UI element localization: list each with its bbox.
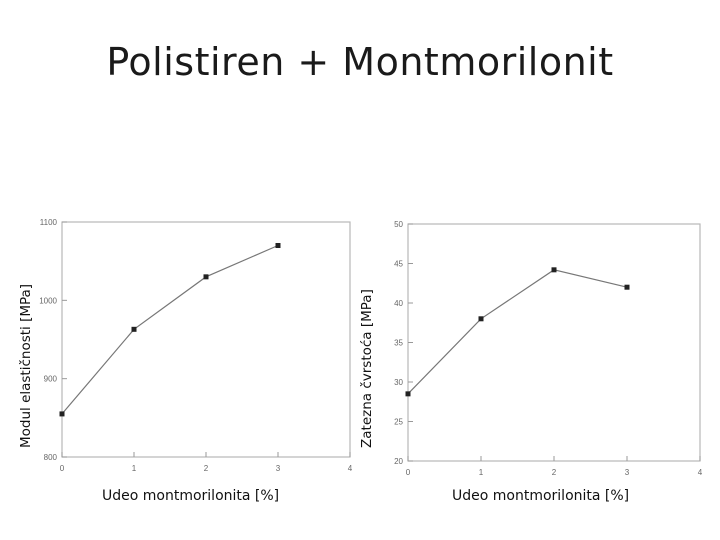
y-tick-label: 35 [394,339,403,348]
x-tick-label: 3 [625,468,630,477]
y-tick-label: 900 [44,375,58,384]
y-tick-label: 40 [394,299,403,308]
y-tick-label: 25 [394,418,403,427]
data-point [275,243,281,248]
x-tick-label: 1 [479,468,484,477]
series-line [407,269,628,395]
chart-elastic-modulus-xlabel: Udeo montmorilonita [%] [102,488,280,504]
x-tick-label: 4 [698,468,703,477]
data-point [551,267,557,273]
y-tick-label: 1000 [39,296,57,305]
data-point [624,284,630,290]
chart-tensile-strength-xlabel: Udeo montmorilonita [%] [452,488,630,504]
x-tick-label: 2 [204,464,209,473]
x-tick-label: 1 [132,464,137,473]
x-tick-label: 4 [348,464,353,473]
chart-tensile-strength: 20 25 30 35 40 45 50 0 1 2 3 4 [394,220,703,477]
plot-frame [61,221,351,458]
data-point [59,411,65,417]
page-title: Polistiren + Montmorilonit [106,40,614,84]
x-tick-label: 2 [552,468,557,477]
x-tick-label: 0 [60,464,65,473]
y-tick-label: 20 [394,457,403,466]
plot-frame [407,223,701,462]
y-tick-label: 45 [394,260,403,269]
x-tick-label: 3 [276,464,281,473]
data-point [405,391,411,397]
y-tick-label: 50 [394,220,403,229]
data-point [203,274,209,280]
y-tick-label: 30 [394,378,403,387]
x-tick-label: 0 [406,468,411,477]
y-tick-label: 800 [44,453,58,462]
series-line [61,244,279,415]
data-point [131,326,137,332]
data-point [478,316,484,322]
chart-elastic-modulus-ylabel: Modul elastičnosti [MPa] [18,283,34,448]
chart-elastic-modulus: 800 900 1000 1100 0 1 2 3 4 [39,218,353,473]
y-tick-label: 1100 [40,218,58,227]
chart-tensile-strength-ylabel: Zatezna čvrstoća [MPa] [359,289,375,448]
